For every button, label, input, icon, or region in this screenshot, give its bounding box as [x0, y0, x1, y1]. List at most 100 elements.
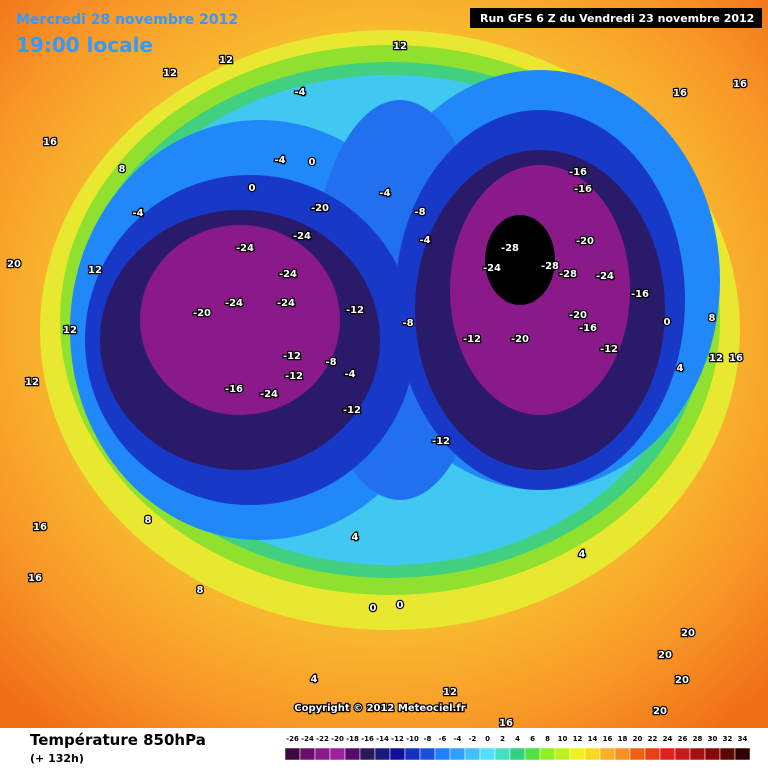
legend-swatch: [329, 747, 346, 761]
legend-label: 2: [500, 735, 505, 743]
contour-label: -8: [325, 357, 336, 368]
legend-swatch: [614, 747, 631, 761]
contour-label: -28: [559, 269, 577, 280]
contour-label: 4: [352, 532, 359, 543]
contour-label: 16: [733, 79, 747, 90]
legend-swatch: [719, 747, 736, 761]
contour-label: -4: [419, 235, 430, 246]
contour-label: -16: [574, 184, 592, 195]
contour-label: 12: [25, 377, 39, 388]
contour-label: -12: [600, 344, 618, 355]
legend-label: -20: [331, 735, 344, 743]
contour-label: -8: [414, 207, 425, 218]
contour-label: 8: [197, 585, 204, 596]
contour-label: -4: [379, 188, 390, 199]
legend-swatch: [404, 747, 421, 761]
legend-swatch: [539, 747, 556, 761]
legend-label: 28: [693, 735, 703, 743]
contour-label: -16: [569, 167, 587, 178]
contour-label: -12: [285, 371, 303, 382]
legend-swatch: [419, 747, 436, 761]
contour-label: -8: [402, 318, 413, 329]
contour-label: -20: [311, 203, 329, 214]
contour-label: -20: [193, 308, 211, 319]
legend-label: 10: [558, 735, 568, 743]
contour-label: 16: [729, 353, 743, 364]
legend-label: -4: [454, 735, 462, 743]
legend-label: 6: [530, 735, 535, 743]
contour-label: 20: [653, 706, 667, 717]
contour-label: -28: [541, 261, 559, 272]
contour-label: -20: [576, 236, 594, 247]
contour-label: -4: [274, 155, 285, 166]
contour-label: -24: [260, 389, 278, 400]
contour-label: 12: [63, 325, 77, 336]
legend-swatch: [689, 747, 706, 761]
contour-label: -12: [463, 334, 481, 345]
contour-label: 16: [673, 88, 687, 99]
legend-swatch: [299, 747, 316, 761]
time-text: 19:00 locale: [16, 33, 153, 57]
contour-label: -20: [569, 310, 587, 321]
contour-label: -4: [294, 87, 305, 98]
legend-swatch: [494, 747, 511, 761]
contour-label: -24: [225, 298, 243, 309]
legend-swatch: [674, 747, 691, 761]
legend-swatch: [509, 747, 526, 761]
contour-label: 12: [219, 55, 233, 66]
contour-label: -24: [279, 269, 297, 280]
contour-label: 20: [681, 628, 695, 639]
legend-label: -16: [361, 735, 374, 743]
legend-swatch: [314, 747, 331, 761]
legend-swatch: [479, 747, 496, 761]
contour-label: 12: [443, 687, 457, 698]
contour-label: 8: [145, 515, 152, 526]
contour-label: 4: [579, 549, 586, 560]
contour-label: -24: [483, 263, 501, 274]
date-text: Mercredi 28 novembre 2012: [16, 12, 238, 28]
contour-label: -20: [511, 334, 529, 345]
contour-label: -24: [596, 271, 614, 282]
contour-label: 8: [709, 313, 716, 324]
legend-swatch: [389, 747, 406, 761]
contour-label: 16: [499, 718, 513, 729]
run-text: Run GFS 6 Z du Vendredi 23 novembre 2012: [480, 12, 754, 25]
legend-label: -22: [316, 735, 329, 743]
contour-label: 8: [119, 164, 126, 175]
legend-swatch: [344, 747, 361, 761]
legend-swatch: [569, 747, 586, 761]
legend-label: 12: [573, 735, 583, 743]
legend-label: 26: [678, 735, 688, 743]
legend-swatch: [524, 747, 541, 761]
legend-label: -2: [469, 735, 477, 743]
legend-label: 4: [515, 735, 520, 743]
contour-label: -24: [293, 231, 311, 242]
contour-label: -16: [579, 323, 597, 334]
legend-label: -12: [391, 735, 404, 743]
contour-label: 0: [397, 600, 404, 611]
legend-label: 20: [633, 735, 643, 743]
legend-label: -24: [301, 735, 314, 743]
legend-label: -26: [286, 735, 299, 743]
legend-label: 24: [663, 735, 673, 743]
contour-label: -16: [631, 289, 649, 300]
legend-swatch: [584, 747, 601, 761]
legend-swatch: [644, 747, 661, 761]
contour-label: 20: [658, 650, 672, 661]
contour-label: -4: [132, 208, 143, 219]
legend-swatch: [704, 747, 721, 761]
legend-label: -6: [439, 735, 447, 743]
legend-label: -8: [424, 735, 432, 743]
legend-label: 22: [648, 735, 658, 743]
temperature-field: [40, 30, 740, 630]
contour-label: 0: [664, 317, 671, 328]
legend-label: 18: [618, 735, 628, 743]
copyright: Copyright © 2012 Meteociel.fr: [294, 703, 465, 714]
contour-label: 12: [88, 265, 102, 276]
contour-label: 16: [33, 522, 47, 533]
legend-swatch: [629, 747, 646, 761]
contour-label: 12: [163, 68, 177, 79]
legend-swatch: [734, 747, 751, 761]
